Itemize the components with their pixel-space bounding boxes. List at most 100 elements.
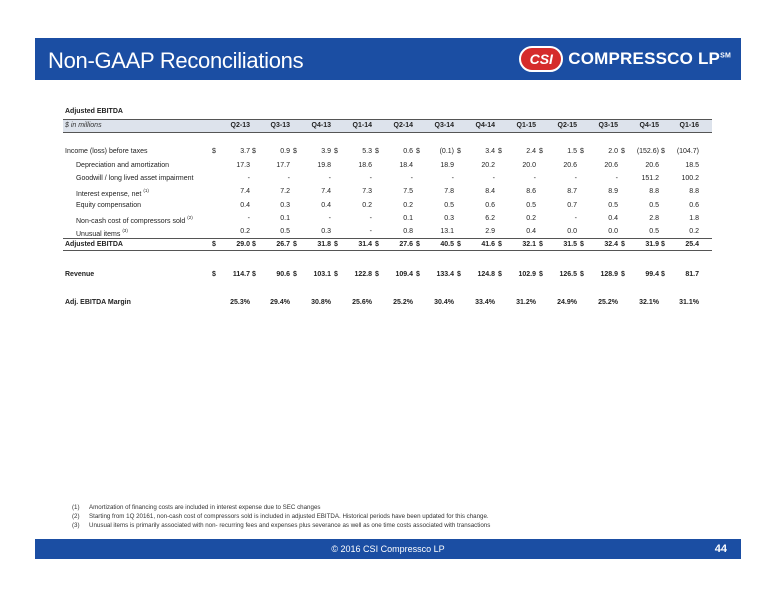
quarter-header: Q4-15 — [639, 122, 659, 129]
table-cell: 103.1 — [313, 271, 331, 278]
table-cell: 0.0 — [567, 228, 577, 235]
row-label: Non-cash cost of compressors sold (2) — [76, 215, 193, 225]
table-cell: 0.2 — [240, 228, 250, 235]
row-label-text: Income (loss) before taxes — [65, 148, 148, 155]
table-cell: 13.1 — [440, 228, 454, 235]
table-cell: 29.4% — [270, 299, 290, 306]
table-cell: 2.8 — [649, 215, 659, 222]
table-row: Adjusted EBITDA $29.0 $26.7 $31.8 $31.4 $27.6… — [63, 239, 712, 252]
dollar-sign: $ — [621, 148, 625, 155]
table-cell: 20.6 — [563, 162, 577, 169]
table-cell: 0.6 — [689, 202, 699, 209]
quarter-header: Q2-15 — [557, 122, 577, 129]
row-label: Adjusted EBITDA — [65, 241, 123, 248]
row-label-text: Goodwill / long lived asset impairment — [76, 175, 194, 182]
table-cell: 8.4 — [485, 188, 495, 195]
footnote-ref: (2) — [187, 215, 193, 220]
table-cell: 32.1 — [522, 241, 536, 248]
table-cell: - — [369, 228, 372, 235]
table-cell: 32.4 — [604, 241, 618, 248]
row-label: Interest expense, net (1) — [76, 188, 149, 198]
table-cell: 17.7 — [276, 162, 290, 169]
quarter-header: Q4-13 — [311, 122, 331, 129]
table-cell: 5.3 — [362, 148, 372, 155]
table-cell: 7.3 — [362, 188, 372, 195]
ebitda-top-rule — [63, 238, 712, 239]
table-cell: 0.2 — [403, 202, 413, 209]
dollar-sign: $ — [212, 148, 216, 155]
dollar-sign: $ — [375, 148, 379, 155]
table-cell: 1.5 — [567, 148, 577, 155]
table-cell: - — [247, 175, 250, 182]
table-cell: 30.8% — [311, 299, 331, 306]
table-cell: 2.0 — [608, 148, 618, 155]
table-cell: - — [492, 175, 495, 182]
table-cell: 0.5 — [444, 202, 454, 209]
table-cell: 7.8 — [444, 188, 454, 195]
table-cell: 17.3 — [236, 162, 250, 169]
table-cell: 18.4 — [399, 162, 413, 169]
table-cell: 0.5 — [649, 202, 659, 209]
footnote-text: Unusual items is primarily associated wi… — [89, 522, 491, 529]
dollar-sign: $ — [580, 241, 584, 248]
dollar-sign: $ — [416, 148, 420, 155]
copyright: © 2016 CSI Compressco LP — [331, 544, 445, 554]
ebitda-bottom-rule — [63, 250, 712, 251]
quarter-header: Q3-14 — [434, 122, 454, 129]
table-cell: - — [574, 175, 577, 182]
table-cell: 99.4 — [645, 271, 659, 278]
table-cell: 0.6 — [403, 148, 413, 155]
quarter-header: Q2-14 — [393, 122, 413, 129]
table-cell: 3.4 — [485, 148, 495, 155]
logo-tm: SM — [720, 52, 731, 60]
table-cell: 31.8 — [317, 241, 331, 248]
table-cell: 151.2 — [641, 175, 659, 182]
table-cell: - — [328, 215, 331, 222]
logo-badge: CSI — [519, 46, 564, 72]
table-cell: - — [615, 175, 618, 182]
table-cell: 0.2 — [362, 202, 372, 209]
table-cell: 26.7 — [276, 241, 290, 248]
dollar-sign: $ — [661, 271, 665, 278]
logo-name: COMPRESSCO LP — [568, 49, 721, 68]
company-logo: CSI COMPRESSCO LPSM — [519, 45, 731, 73]
table-row: Goodwill / long lived asset impairment - -… — [63, 173, 712, 186]
table-cell: (104.7) — [676, 148, 699, 155]
page-number: 44 — [714, 543, 727, 555]
row-label: Equity compensation — [76, 202, 141, 209]
table-cell: 32.1% — [639, 299, 659, 306]
table-cell: 33.4% — [475, 299, 495, 306]
table-cell: 0.3 — [280, 202, 290, 209]
table-cell: 2.4 — [526, 148, 536, 155]
footnote-ref: (1) — [143, 188, 149, 193]
footnote-text: Starting from 1Q 20161, non-cash cost of… — [89, 513, 489, 520]
dollar-sign: $ — [334, 271, 338, 278]
dollar-sign: $ — [498, 271, 502, 278]
row-label-text: Equity compensation — [76, 202, 141, 209]
dollar-sign: $ — [498, 148, 502, 155]
row-label-text: Revenue — [65, 271, 95, 278]
row-label-text: Unusual items — [76, 231, 121, 238]
dollar-sign: $ — [293, 271, 297, 278]
table-cell: 7.5 — [403, 188, 413, 195]
table-cell: 0.4 — [240, 202, 250, 209]
table-cell: - — [533, 175, 536, 182]
table-cell: 8.6 — [526, 188, 536, 195]
table-cell: - — [287, 175, 290, 182]
dollar-sign: $ — [661, 148, 665, 155]
dollar-sign: $ — [661, 241, 665, 248]
table-cell: 1.8 — [689, 215, 699, 222]
table-cell: 31.4 — [358, 241, 372, 248]
footnote-number: (3) — [72, 522, 80, 529]
unit-label: $ in millions — [65, 122, 102, 129]
table-cell: 122.8 — [354, 271, 372, 278]
table-cell: 0.7 — [567, 202, 577, 209]
table-row: Equity compensation 0.4 0.3 0.4 0.2 0.2 0.5 0.6… — [63, 200, 712, 213]
quarter-header: Q2-13 — [230, 122, 250, 129]
table-cell: 31.2% — [516, 299, 536, 306]
dollar-sign: $ — [212, 271, 216, 278]
dollar-sign: $ — [252, 271, 256, 278]
table-cell: 20.0 — [522, 162, 536, 169]
dollar-sign: $ — [293, 241, 297, 248]
dollar-sign: $ — [334, 148, 338, 155]
